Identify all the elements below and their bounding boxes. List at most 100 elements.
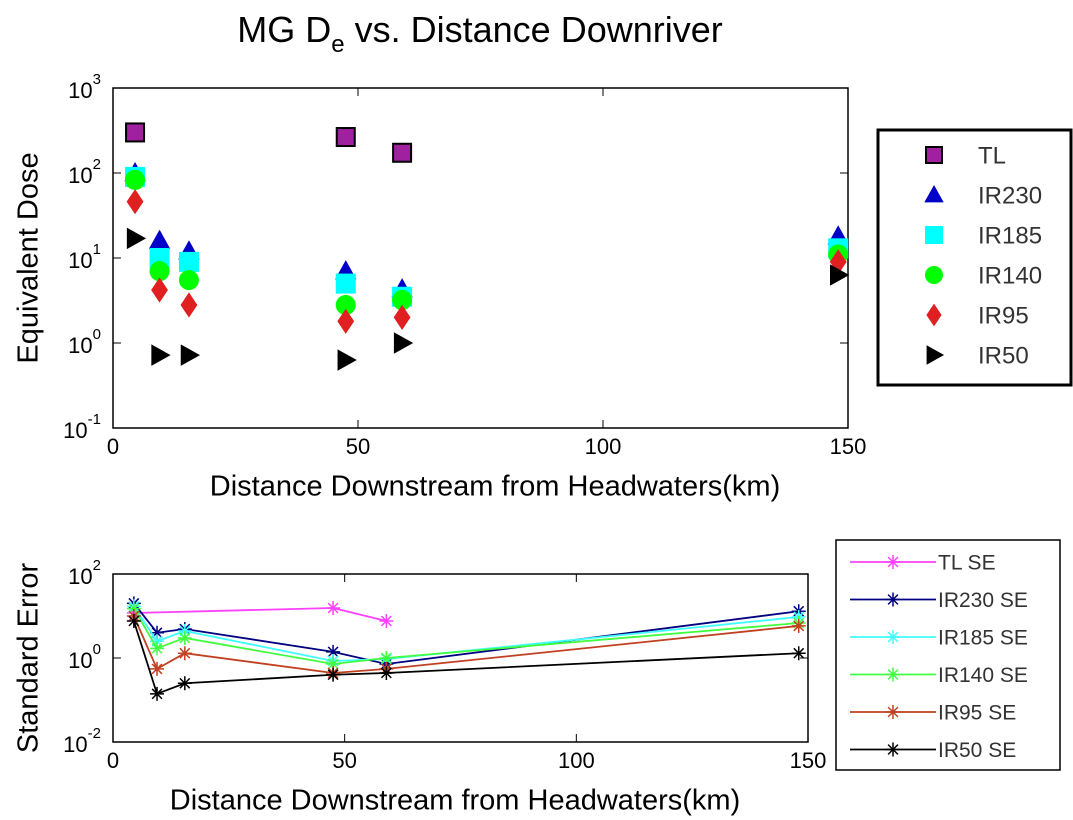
star-marker [326,601,341,616]
marker [148,229,171,249]
marker [337,308,355,334]
tick-exponent: 0 [93,326,101,343]
star-marker [791,618,806,633]
legend-box [835,539,1061,771]
legend-marker [886,705,900,719]
x-axis-label: Distance Downstream from Headwaters(km) [210,471,780,503]
tick-exponent: 0 [93,641,101,658]
plot-area [112,87,849,429]
tick-base: 10 [63,732,87,757]
tick-exponent: -2 [88,725,101,742]
marker [125,122,146,143]
title-subscript: e [331,31,344,58]
star-marker [326,667,341,682]
star-marker [126,601,141,616]
star-marker [150,634,165,649]
y-tick-label: 100 [68,641,101,673]
y-tick-label: 103 [68,71,101,103]
star-marker [379,651,394,665]
legend-label: IR95 SE [938,702,1016,725]
tick-exponent: 3 [93,71,101,88]
legend-label: IR185 SE [938,627,1028,650]
tick-base: 10 [68,333,92,358]
legend-marker [926,345,945,365]
star-marker [791,646,806,661]
legend-label: TL [978,142,1006,169]
marker [830,264,850,286]
legend-marker [925,146,943,164]
tick-exponent: 1 [93,241,101,258]
legend-label: IR140 [978,262,1042,289]
y-tick-label: 101 [68,241,101,273]
legend-marker [925,226,943,244]
legend-box [876,128,1073,387]
title-main: MG D [237,9,331,50]
marker [151,344,171,366]
x-tick-label: 50 [332,748,356,773]
star-marker [379,665,394,680]
legend-label: IR140 SE [938,664,1028,687]
x-tick-label: 0 [107,434,119,459]
marker [126,189,144,215]
star-marker [150,686,165,701]
series-line [133,608,799,665]
marker [180,344,201,366]
star-marker [177,630,192,645]
y-tick-label: 100 [68,326,101,358]
x-tick-label: 0 [107,748,119,773]
legend-label: IR50 SE [938,739,1016,762]
marker [151,277,168,303]
marker [178,251,199,272]
legend-label: IR50 [978,342,1029,369]
star-marker [150,661,165,676]
star-marker [177,646,192,661]
tick-base: 10 [68,78,92,103]
x-axis-label: Distance Downstream from Headwaters(km) [170,785,740,817]
x-tick-label: 100 [585,434,622,459]
tick-base: 10 [68,648,92,673]
tick-base: 10 [68,163,92,188]
tick-base: 10 [68,564,92,589]
tick-exponent: 2 [93,557,101,574]
legend-marker [925,266,943,284]
marker [337,349,357,371]
y-tick-label: 10-1 [63,411,101,443]
legend-label: TL SE [938,552,996,575]
y-axis-label: Equivalent Dose [13,152,45,363]
title-rest: vs. Distance Downriver [345,9,723,50]
tick-exponent: 2 [93,156,101,173]
y-tick-label: 102 [68,557,101,589]
legend-label: IR185 [978,222,1042,249]
x-tick-label: 50 [346,434,370,459]
star-marker [150,641,165,656]
marker [125,169,146,190]
legend-label: IR95 [978,302,1029,329]
x-tick-label: 100 [558,748,595,773]
star-marker [326,644,341,659]
marker [180,292,198,318]
series-line [133,615,799,674]
star-marker [150,625,165,640]
star-marker [379,614,394,629]
star-marker [177,676,192,691]
tick-exponent: -1 [88,411,101,428]
marker [335,127,356,148]
y-tick-label: 102 [68,156,101,188]
legend-marker [924,184,944,203]
x-tick-label: 150 [790,748,827,773]
tick-base: 10 [63,418,87,443]
star-marker [126,614,141,629]
star-marker [326,656,341,671]
marker [335,273,356,294]
x-tick-label: 150 [830,434,867,459]
legend-label: IR230 [978,182,1042,209]
marker [392,142,413,163]
marker [393,332,414,354]
y-tick-label: 10-2 [63,725,101,757]
legend-marker [886,630,900,644]
legend-marker [886,555,900,569]
marker [126,227,147,250]
marker [393,304,411,331]
legend-label: IR230 SE [938,589,1028,612]
